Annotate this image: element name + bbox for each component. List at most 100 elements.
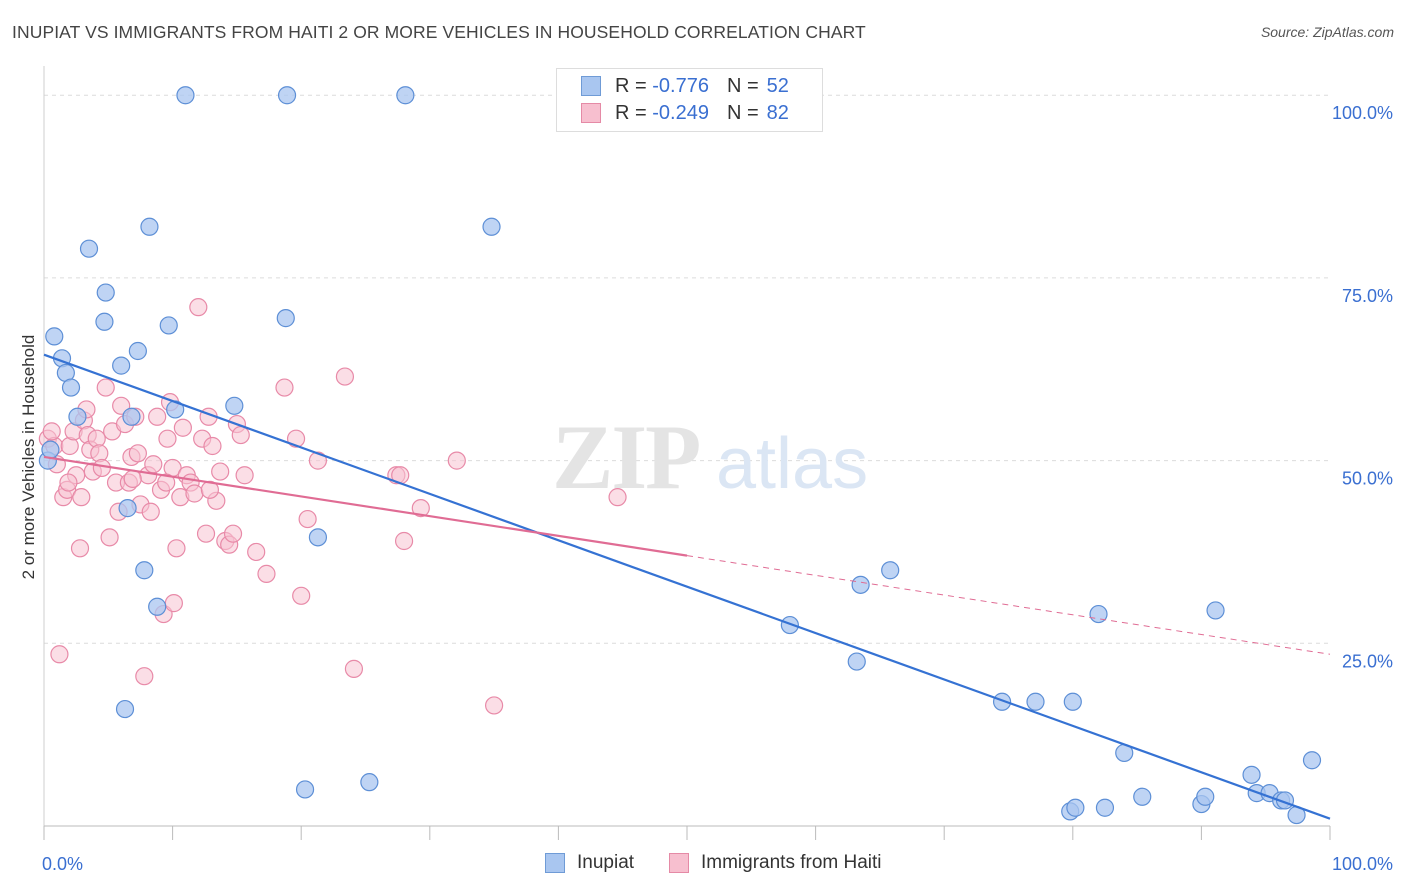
haiti-point [96, 378, 115, 397]
haiti-point [189, 298, 208, 317]
haiti-point [50, 645, 69, 664]
y-tick-label: 50.0% [1342, 469, 1393, 489]
correlation-legend: R = -0.776 N = 52 R = -0.249 N = 82 [556, 68, 823, 132]
legend-r-label: R = [615, 74, 647, 97]
haiti-point [203, 436, 222, 456]
inupiat-point [1302, 751, 1322, 770]
inupiat-point [847, 652, 866, 671]
inupiat-point [61, 378, 81, 397]
haiti-point [157, 473, 176, 492]
legend-r-value: -0.776 [652, 74, 709, 97]
haiti-point [235, 466, 254, 485]
haiti-point [70, 539, 90, 558]
inupiat-point [45, 327, 64, 346]
haiti-point [173, 418, 192, 437]
y-tick-label: 75.0% [1342, 286, 1393, 306]
series-legend: Inupiat Immigrants from Haiti [0, 852, 1406, 878]
haiti-point [59, 473, 78, 492]
series-swatch-inupiat [545, 853, 565, 873]
haiti-point [128, 444, 147, 463]
haiti-point [135, 667, 154, 686]
haiti-point [308, 451, 328, 470]
inupiat-point [1095, 798, 1115, 817]
series-swatch-haiti [669, 853, 689, 873]
source-label: Source: ZipAtlas.com [1260, 24, 1394, 40]
legend-row-inupiat: R = -0.776 N = 52 [581, 73, 789, 99]
haiti-point [167, 539, 186, 558]
haiti-trendline-extension [686, 555, 1331, 655]
inupiat-point [95, 312, 114, 331]
watermark-zip: ZIP [552, 406, 699, 508]
legend-n-value: 82 [766, 101, 789, 124]
haiti-point [100, 528, 119, 547]
haiti-point [292, 586, 311, 605]
haiti-point [123, 469, 142, 488]
inupiat-point [176, 86, 195, 105]
x-tick-label: 0.0% [42, 854, 83, 874]
inupiat-point [1206, 601, 1225, 620]
y-axis-label: 2 or more Vehicles in Household [19, 335, 38, 580]
inupiat-point [135, 561, 154, 580]
inupiat-point [128, 341, 147, 361]
inupiat-point [225, 396, 244, 415]
inupiat-point [992, 692, 1012, 711]
legend-row-haiti: R = -0.249 N = 82 [581, 100, 789, 126]
haiti-point [92, 458, 111, 478]
haiti-point [211, 462, 230, 481]
haiti-point [231, 425, 250, 445]
inupiat-point [159, 316, 178, 335]
y-tick-label: 100.0% [1332, 103, 1393, 123]
series-legend-haiti: Immigrants from Haiti [669, 852, 882, 874]
y-tick-label: 25.0% [1342, 651, 1393, 671]
inupiat-point [1196, 787, 1215, 806]
haiti-point [298, 509, 317, 529]
haiti-point [247, 542, 266, 562]
inupiat-point [115, 699, 135, 719]
inupiat-trendline [43, 353, 1331, 820]
inupiat-point [122, 407, 141, 426]
haiti-point [485, 696, 504, 715]
haiti-point [196, 524, 216, 543]
haiti-point [158, 429, 177, 448]
haiti-point [411, 499, 430, 518]
haiti-point [257, 564, 276, 583]
legend-n-value: 52 [766, 74, 789, 97]
inupiat-point [295, 780, 315, 799]
watermark: ZIP atlas [552, 406, 868, 508]
legend-r-label: R = [615, 101, 647, 124]
legend-n-label: N = [726, 101, 759, 124]
inupiat-point [1026, 692, 1045, 711]
inupiat-point [1066, 798, 1085, 817]
inupiat-point [68, 407, 87, 426]
haiti-point [608, 488, 627, 507]
haiti-point [141, 502, 160, 521]
haiti-point [447, 451, 466, 470]
haiti-point [42, 422, 61, 441]
inupiat-point [308, 528, 328, 547]
x-tick-label: 100.0% [1332, 854, 1393, 874]
legend-n-label: N = [726, 74, 759, 97]
legend-swatch-inupiat [581, 76, 601, 96]
inupiat-point [1063, 692, 1082, 711]
haiti-point [223, 524, 243, 543]
haiti-point [144, 455, 163, 474]
haiti-point [344, 659, 364, 678]
tick-labels: 25.0% 50.0% 75.0% 100.0% 0.0% 100.0% [42, 103, 1393, 874]
legend-swatch-haiti [581, 103, 601, 123]
inupiat-point [277, 86, 297, 105]
series-label-inupiat: Inupiat [577, 852, 635, 873]
inupiat-point [1242, 765, 1261, 784]
grid-lines [44, 94, 1330, 644]
inupiat-point [148, 597, 167, 616]
haiti-points [38, 298, 627, 715]
inupiat-point [780, 615, 799, 635]
series-label-haiti: Immigrants from Haiti [701, 852, 882, 873]
haiti-point [148, 407, 167, 426]
inupiat-points [38, 86, 1322, 825]
haiti-point [275, 378, 294, 397]
inupiat-point [140, 217, 159, 236]
haiti-trendline [43, 455, 688, 557]
series-legend-inupiat: Inupiat [545, 852, 634, 874]
inupiat-point [79, 239, 99, 258]
